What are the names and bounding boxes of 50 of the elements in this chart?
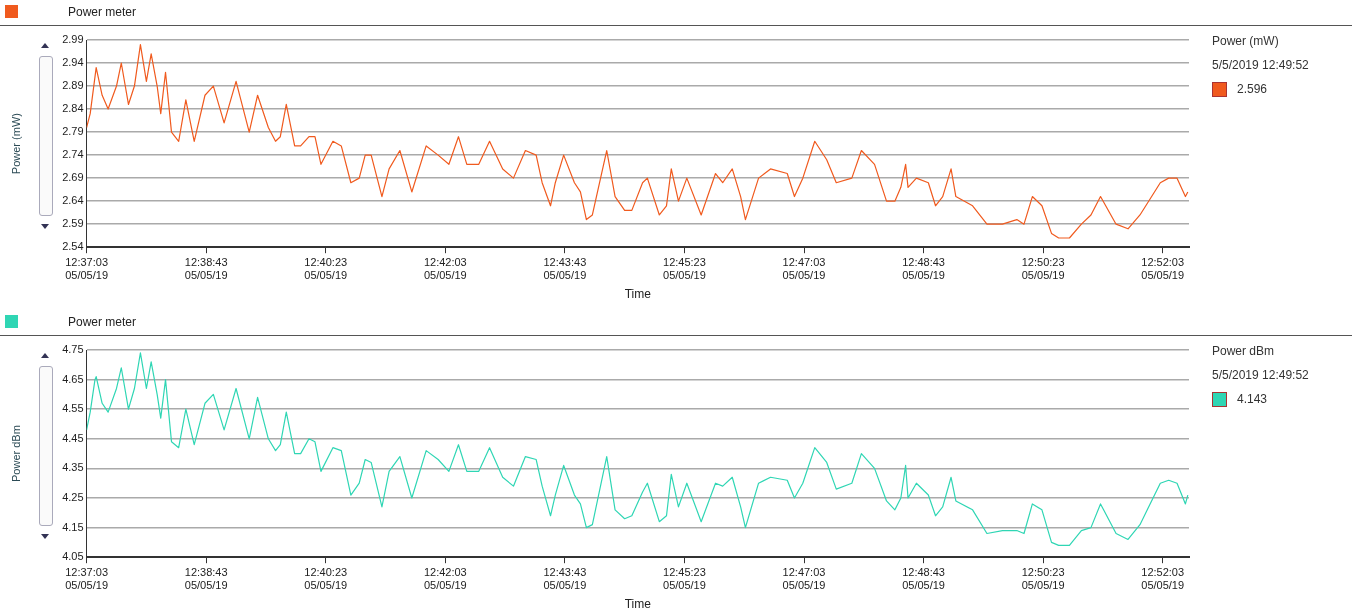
y-tick-label: 4.55: [62, 402, 84, 415]
x-tick-label: 12:45:23 05/05/19: [663, 255, 706, 282]
x-tick-label: 12:40:23 05/05/19: [304, 255, 348, 282]
x-tick-label: 12:47:03 05/05/19: [782, 255, 826, 282]
x-tick-label: 12:43:43 05/05/19: [543, 255, 587, 282]
y-tick-label: 2.99: [62, 33, 84, 46]
y-tick-label: 4.35: [62, 461, 84, 474]
y-axis-title: Power (mW): [9, 113, 22, 175]
y-axis-title: Power dBm: [9, 425, 22, 483]
x-axis-title: Time: [624, 597, 652, 612]
y-tick-label: 2.74: [62, 148, 84, 161]
chart-title: Power meter: [68, 315, 137, 329]
y-tick-label: 2.89: [62, 79, 84, 92]
x-tick-label: 12:47:03 05/05/19: [782, 565, 826, 592]
y-tick-label: 4.15: [62, 520, 84, 533]
x-tick-label: 12:50:23 05/05/19: [1021, 255, 1065, 282]
text: 5/5/2019 12:49:52: [1212, 368, 1309, 382]
legend-label: 4.143: [1236, 392, 1269, 408]
y-tick-label: 4.75: [62, 343, 84, 356]
x-tick-label: 12:37:03 05/05/19: [65, 255, 109, 282]
x-tick-label: 12:52:03 05/05/19: [1141, 565, 1185, 592]
x-tick-label: 12:42:03 05/05/19: [423, 565, 467, 592]
x-tick-label: 12:38:43 05/05/19: [184, 255, 228, 282]
y-tick-label: 2.69: [62, 171, 84, 184]
text: 5/5/2019 12:49:52: [1212, 58, 1309, 72]
x-tick-label: 12:43:43 05/05/19: [543, 565, 587, 592]
legend-label: 2.596: [1236, 82, 1269, 98]
y-tick-label: 4.05: [62, 550, 84, 563]
y-tick-label: 4.25: [62, 491, 84, 504]
y-tick-label: 2.59: [62, 217, 84, 230]
x-tick-label: 12:50:23 05/05/19: [1021, 565, 1065, 592]
x-tick-label: 12:48:43 05/05/19: [902, 565, 945, 592]
y-tick-label: 2.79: [62, 125, 84, 138]
y-tick-label: 4.65: [62, 372, 84, 385]
y-tick-label: 2.84: [62, 102, 84, 115]
x-tick-label: 12:42:03 05/05/19: [423, 255, 467, 282]
legend-title: Power (mW): [1212, 34, 1280, 48]
y-tick-label: 4.45: [62, 431, 84, 444]
x-tick-label: 12:45:23 05/05/19: [663, 565, 706, 592]
y-tick-label: 2.54: [62, 240, 84, 253]
x-tick-label: 12:37:03 05/05/19: [65, 565, 109, 592]
x-axis-title: Time: [624, 287, 652, 302]
x-tick-label: 12:52:03 05/05/19: [1141, 255, 1185, 282]
y-tick-label: 2.64: [62, 194, 84, 207]
legend-title: Power dBm: [1212, 344, 1276, 358]
x-tick-label: 12:48:43 05/05/19: [902, 255, 945, 282]
y-tick-label: 2.94: [62, 56, 84, 69]
x-tick-label: 12:38:43 05/05/19: [184, 565, 228, 592]
chart-title: Power meter: [68, 5, 137, 19]
x-tick-label: 12:40:23 05/05/19: [304, 565, 348, 592]
